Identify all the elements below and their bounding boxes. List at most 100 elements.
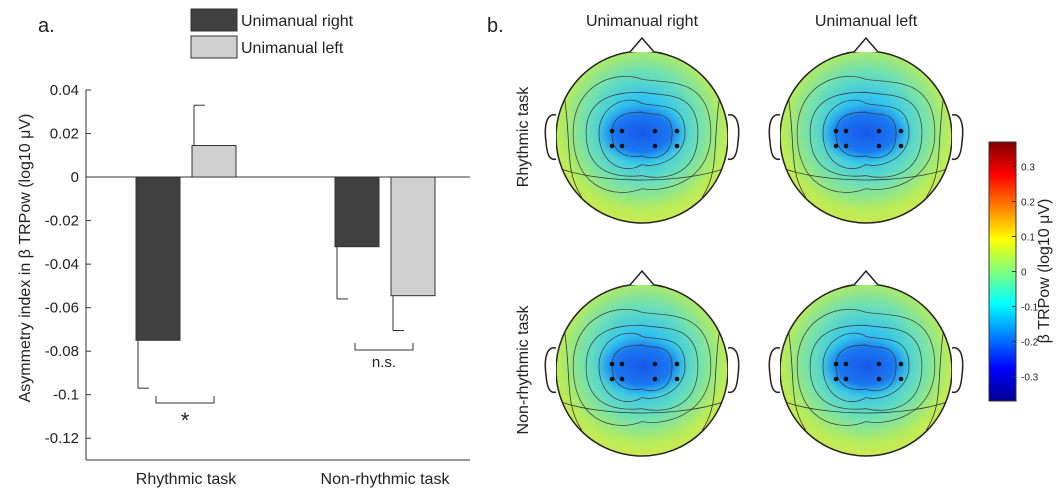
electrode <box>674 128 680 134</box>
y-tick-label: -0.08 <box>45 343 79 360</box>
y-tick-label: -0.02 <box>45 213 79 230</box>
y-tick-label: 0 <box>71 169 79 186</box>
y-tick-label: -0.1 <box>53 387 79 404</box>
contour-line <box>796 76 936 193</box>
colorbar-tick-label: -0.1 <box>1021 303 1039 314</box>
colorbar-tick-label: 0.1 <box>1021 233 1035 244</box>
legend-label: Unimanual left <box>241 40 344 57</box>
colorbar: 0.3 0.2 0.1 0 -0.1 -0.2 -0.3 β TRPow (log10 μV… <box>988 141 1053 402</box>
contour-line <box>611 344 673 392</box>
panel-a-label: a. <box>38 15 55 37</box>
topomap-head <box>544 269 740 457</box>
electrode <box>674 143 680 149</box>
contour-line <box>822 332 910 403</box>
electrode <box>843 376 849 382</box>
electrode <box>652 128 658 134</box>
y-tick-label: 0.02 <box>50 126 79 143</box>
x-tick-label: Rhythmic task <box>136 471 237 488</box>
electrode <box>876 128 882 134</box>
electrode <box>652 376 658 382</box>
colorbar-tick-label: 0.2 <box>1021 198 1035 209</box>
colorbar-tick-label: -0.2 <box>1021 338 1039 349</box>
y-tick-label: -0.12 <box>45 430 79 447</box>
significance-markers: * n.s. <box>155 343 414 433</box>
electrode <box>833 128 839 134</box>
topomap-head <box>768 269 964 457</box>
electrode <box>674 376 680 382</box>
x-tick-label: Non-rhythmic task <box>321 471 451 488</box>
contour-line <box>701 331 720 431</box>
column-title: Unimanual right <box>586 13 699 30</box>
contour-line <box>556 166 728 181</box>
contour-line <box>788 98 807 198</box>
x-tick-labels: Rhythmic task Non-rhythmic task <box>136 471 451 488</box>
contour-line <box>925 331 944 431</box>
error-bars <box>137 104 404 389</box>
electrode <box>609 376 615 382</box>
contour-line <box>598 332 686 403</box>
contour-line <box>572 309 712 426</box>
bar-right-1 <box>334 176 380 248</box>
electrode <box>833 361 839 367</box>
topomap-grid: Unimanual right Unimanual left Rhythmic ta… <box>515 13 964 457</box>
right-ear <box>951 114 964 161</box>
legend-label: Unimanual right <box>241 13 354 30</box>
bar-left-1 <box>390 176 436 297</box>
panel-b-label: b. <box>487 15 504 37</box>
colorbar-ticks: 0.3 0.2 0.1 0 -0.1 -0.2 -0.3 <box>1012 163 1039 384</box>
column-title: Unimanual left <box>815 13 918 30</box>
y-tick-label: 0.04 <box>50 82 79 99</box>
electrode <box>833 376 839 382</box>
significance-label: n.s. <box>372 354 396 371</box>
contour-line <box>556 399 728 414</box>
electrode <box>898 143 904 149</box>
colorbar-gradient <box>988 141 1017 402</box>
contour-line <box>585 91 699 178</box>
left-ear <box>544 114 557 161</box>
topomap-head <box>768 36 964 224</box>
contour-line <box>925 98 944 198</box>
colorbar-label: β TRPow (log10 μV) <box>1036 199 1053 344</box>
electrode <box>843 361 849 367</box>
nose <box>853 269 879 286</box>
y-axis-label: Asymmetry index in β TRPow (log10 μV) <box>17 114 34 403</box>
colorbar-tick-label: -0.3 <box>1021 373 1039 384</box>
left-ear <box>768 114 781 161</box>
electrode <box>843 128 849 134</box>
bar-right-0 <box>135 176 181 341</box>
bar-chart: 0.04 0.02 0 -0.02 -0.04 -0.06 -0.08 -0.1 -0.12 R… <box>17 8 470 488</box>
y-tick-label: -0.06 <box>45 300 79 317</box>
left-ear <box>544 347 557 394</box>
contour-line <box>780 399 952 414</box>
contour-line <box>564 331 583 431</box>
electrode <box>833 143 839 149</box>
electrode <box>898 128 904 134</box>
contour-line <box>835 344 897 392</box>
significance-label: * <box>181 408 190 433</box>
electrode <box>674 361 680 367</box>
nose <box>629 269 655 286</box>
y-tick-labels: 0.04 0.02 0 -0.02 -0.04 -0.06 -0.08 -0.1 -0.12 <box>45 82 91 447</box>
contour-line <box>572 76 712 193</box>
left-ear <box>768 347 781 394</box>
electrode <box>876 361 882 367</box>
contour-line <box>780 166 952 181</box>
contour-line <box>564 98 583 198</box>
electrode <box>619 143 625 149</box>
legend-swatch <box>190 8 238 32</box>
row-title: Non-rhythmic task <box>515 305 532 435</box>
electrode <box>898 376 904 382</box>
nose <box>629 36 655 53</box>
contour-line <box>835 111 897 159</box>
electrode <box>619 361 625 367</box>
electrode <box>609 143 615 149</box>
contour-line <box>585 324 699 411</box>
colorbar-tick-label: 0 <box>1021 268 1027 279</box>
bars <box>135 145 436 341</box>
legend: Unimanual right Unimanual left <box>190 8 354 59</box>
y-tick-label: -0.04 <box>45 256 79 273</box>
electrode <box>609 128 615 134</box>
electrode <box>652 361 658 367</box>
right-ear <box>727 114 740 161</box>
